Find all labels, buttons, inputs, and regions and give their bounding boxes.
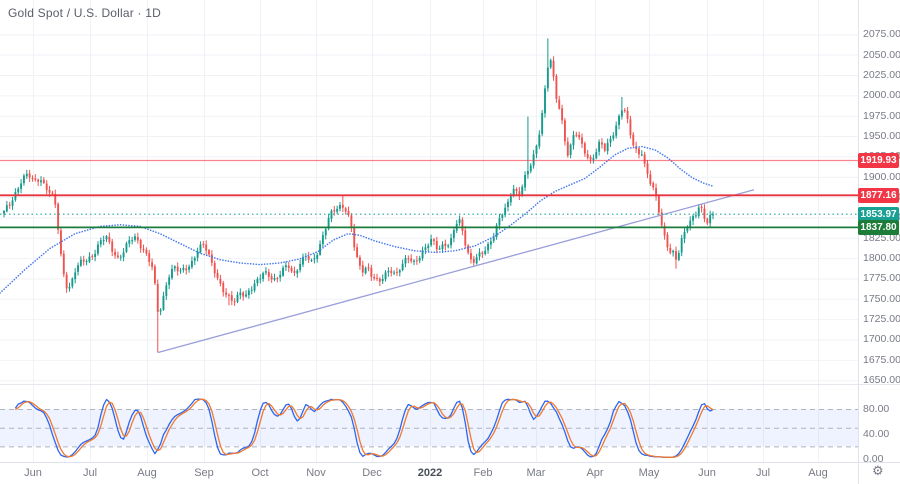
price-tick-label: 1700.00	[863, 333, 900, 346]
price-tick-label: 2025.00	[863, 69, 900, 82]
time-tick-label: Nov	[306, 467, 326, 479]
trendline-drawing[interactable]	[157, 189, 755, 354]
grid-lines	[0, 0, 858, 462]
time-tick-label: Mar	[526, 467, 546, 479]
oscillator-tick-label: 80.00	[863, 403, 890, 415]
time-tick-label: Jun	[698, 467, 716, 479]
time-tick-label: Jun	[24, 467, 42, 479]
axis-settings-gear-icon[interactable]: ⚙	[872, 464, 884, 479]
moving-average-line[interactable]	[0, 145, 715, 294]
time-tick-label: Sep	[194, 467, 214, 479]
chart-title: Gold Spot / U.S. Dollar · 1D	[8, 6, 161, 20]
price-tick-label: 2000.00	[863, 89, 900, 102]
stochastic-indicator[interactable]	[0, 398, 858, 459]
price-tick-label: 1800.00	[863, 252, 900, 265]
time-tick-label: May	[638, 467, 660, 479]
time-tick-label: Jul	[755, 467, 771, 479]
price-tick-label: 1750.00	[863, 292, 900, 305]
stochastic-k-line[interactable]	[14, 398, 714, 459]
price-tick-label: 1950.00	[863, 130, 900, 143]
last-price-price-badge: 1853.97	[858, 206, 899, 222]
resistance-upper-price-badge: 1919.93	[858, 153, 899, 169]
time-tick-label: 2022	[417, 467, 443, 479]
price-tick-label: 2050.00	[863, 48, 900, 61]
oscillator-tick-label: 0.00	[863, 452, 884, 465]
time-axis[interactable]: ⚙ Jun Jul Aug Sep Oct Nov Dec 2022 Feb Mar Apr May J…	[0, 462, 900, 484]
time-tick-label: Dec	[362, 467, 382, 479]
price-tick-label: 1725.00	[863, 313, 900, 326]
price-tick-label: 1775.00	[863, 272, 900, 285]
price-axis[interactable]: 2075.00 2050.00 2025.00 2000.00 1975.00 1950.…	[858, 0, 900, 465]
price-tick-label: 1650.00	[863, 374, 900, 387]
support-price-badge: 1837.80	[858, 219, 899, 235]
time-tick-label: Aug	[137, 467, 157, 479]
price-tick-label: 1675.00	[863, 353, 900, 366]
time-tick-label: Feb	[473, 467, 493, 479]
resistance-lower-price-badge: 1877.16	[858, 187, 899, 203]
candlestick-series[interactable]	[3, 38, 714, 353]
time-tick-label: Jul	[82, 467, 98, 479]
time-tick-label: Apr	[586, 467, 604, 479]
stochastic-d-line[interactable]	[15, 398, 714, 458]
time-tick-label: Aug	[808, 467, 828, 479]
time-tick-label: Oct	[251, 467, 269, 479]
price-tick-label: 1900.00	[863, 170, 900, 183]
price-tick-label: 2075.00	[863, 28, 900, 41]
price-tick-label: 1975.00	[863, 109, 900, 122]
oscillator-tick-label: 40.00	[863, 427, 890, 440]
